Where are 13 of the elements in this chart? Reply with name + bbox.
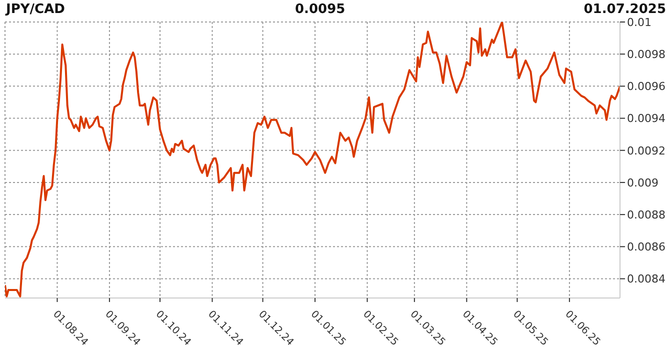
y-tick-label: 0.0086 bbox=[627, 240, 666, 254]
y-tick-label: 0.01 bbox=[627, 16, 652, 29]
text: 01.07.2025 bbox=[584, 2, 666, 17]
y-tick-label: 0.0092 bbox=[627, 144, 666, 158]
y-tick-label: 0.0094 bbox=[627, 112, 666, 126]
y-tick-label: 0.009 bbox=[627, 176, 658, 190]
chart-subtitle: 0.0095 bbox=[295, 2, 346, 17]
y-tick-label: 0.0088 bbox=[627, 208, 666, 222]
y-tick-label: 0.0098 bbox=[627, 48, 666, 61]
y-tick-label: 0.0096 bbox=[627, 80, 666, 94]
line-series bbox=[5, 22, 620, 298]
y-tick-label: 0.0084 bbox=[627, 272, 666, 286]
chart-title: JPY/CAD bbox=[6, 2, 65, 17]
